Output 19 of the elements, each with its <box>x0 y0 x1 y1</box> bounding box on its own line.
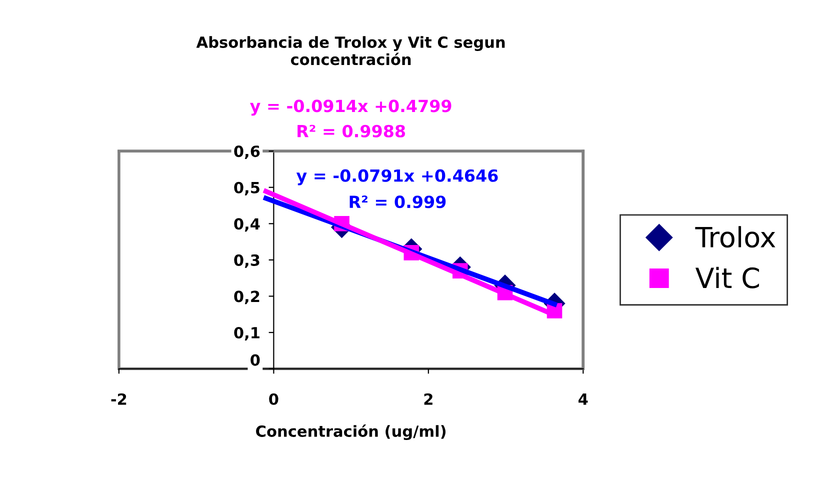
x-tick-label: 0 <box>269 393 278 405</box>
x-axis-title: Concentración (ug/ml) <box>256 424 446 440</box>
y-tick-label: 0,4 <box>234 218 260 232</box>
y-tick-label: 0 <box>250 354 260 366</box>
legend-label: Trolox <box>695 226 776 248</box>
legend-label: Vit C <box>695 266 759 288</box>
text: y = -0.0914x +0.4799 <box>250 100 452 116</box>
y-tick-label: 0,2 <box>234 290 260 304</box>
annotation: R² = 0.999 <box>350 196 446 208</box>
y-tick-label: 0,1 <box>234 326 260 340</box>
x-tick-label: -2 <box>111 393 126 405</box>
chart-title: Absorbancia de Trolox y Vit C segun concentración <box>196 36 505 66</box>
text: R² = 0.9988 <box>298 124 406 138</box>
x-tick-label: 4 <box>578 394 588 405</box>
x-tick-label: 2 <box>424 393 432 405</box>
y-tick-label: 0,6 <box>234 146 260 160</box>
y-tick-label: 0,5 <box>234 182 260 196</box>
annotation: y = -0.0791x +0.4646 <box>296 169 498 186</box>
y-tick-label: 0,3 <box>234 254 260 268</box>
